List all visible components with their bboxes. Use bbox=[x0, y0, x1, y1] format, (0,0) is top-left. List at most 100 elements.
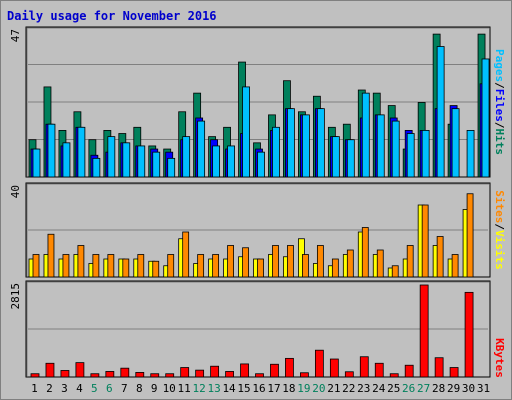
bar-kbytes-day-6 bbox=[105, 371, 115, 378]
bar-kbytes-day-16 bbox=[255, 373, 264, 378]
bar-kbytes-day-27 bbox=[419, 284, 429, 378]
bar-kbytes-day-22 bbox=[344, 371, 354, 378]
legend-files: Files bbox=[493, 89, 506, 122]
bar-pages-day-19 bbox=[302, 114, 310, 178]
x-tick-day-29: 29 bbox=[447, 382, 460, 395]
x-tick-day-19: 19 bbox=[297, 382, 310, 395]
x-tick-day-9: 9 bbox=[151, 382, 158, 395]
bar-sites-day-30 bbox=[466, 193, 474, 278]
bar-kbytes-day-18 bbox=[285, 357, 294, 378]
bar-kbytes-day-21 bbox=[329, 358, 339, 378]
x-tick-day-31: 31 bbox=[477, 382, 490, 395]
bar-pages-day-28 bbox=[436, 46, 445, 178]
legend-mid: Sites/Visits bbox=[493, 190, 506, 270]
legend-top: Pages/Files/Hits bbox=[493, 49, 506, 155]
bar-kbytes-day-1 bbox=[30, 373, 40, 378]
x-tick-day-28: 28 bbox=[432, 382, 445, 395]
bar-sites-day-9 bbox=[152, 260, 160, 278]
bar-pages-day-3 bbox=[62, 142, 71, 178]
bar-pages-day-22 bbox=[346, 139, 355, 178]
bar-sites-day-27 bbox=[421, 204, 429, 278]
chart-title: Daily usage for November 2016 bbox=[7, 9, 217, 23]
bar-pages-day-25 bbox=[391, 120, 400, 178]
bar-pages-day-30 bbox=[466, 130, 475, 178]
bar-sites-day-5 bbox=[92, 254, 100, 278]
legend-sep: / bbox=[493, 82, 506, 89]
bar-sites-day-17 bbox=[272, 245, 279, 278]
bar-sites-day-20 bbox=[316, 245, 324, 278]
bar-kbytes-day-12 bbox=[195, 369, 205, 378]
bar-pages-day-23 bbox=[361, 92, 370, 178]
x-tick-day-3: 3 bbox=[61, 382, 68, 395]
y-max-label-2: 40 bbox=[9, 185, 22, 198]
bar-sites-day-22 bbox=[346, 249, 354, 278]
bar-kbytes-day-13 bbox=[210, 365, 220, 378]
bar-pages-day-4 bbox=[77, 126, 86, 178]
bar-pages-day-13 bbox=[212, 145, 221, 178]
x-tick-day-11: 11 bbox=[178, 382, 191, 395]
x-tick-day-20: 20 bbox=[312, 382, 325, 395]
x-tick-day-15: 15 bbox=[237, 382, 250, 395]
bar-kbytes-day-10 bbox=[165, 373, 175, 378]
bar-pages-day-31 bbox=[481, 58, 490, 178]
bar-pages-day-24 bbox=[376, 114, 385, 178]
bar-pages-day-2 bbox=[47, 123, 56, 178]
bar-kbytes-day-9 bbox=[150, 373, 160, 378]
bar-kbytes-day-2 bbox=[45, 362, 55, 378]
bar-sites-day-24 bbox=[376, 249, 384, 278]
legend-sep: / bbox=[493, 122, 506, 129]
legend-bot: KBytes bbox=[493, 338, 506, 378]
legend-sep: / bbox=[493, 223, 506, 230]
bar-kbytes-day-4 bbox=[75, 362, 85, 378]
bar-pages-day-27 bbox=[421, 130, 430, 178]
y-max-label-1: 47 bbox=[9, 29, 22, 42]
x-tick-day-22: 22 bbox=[342, 382, 355, 395]
bar-sites-day-8 bbox=[137, 254, 145, 278]
bar-pages-day-7 bbox=[122, 142, 131, 178]
bar-sites-day-26 bbox=[406, 245, 414, 278]
bar-sites-day-1 bbox=[32, 254, 40, 278]
bar-sites-day-4 bbox=[77, 245, 85, 278]
bar-sites-day-14 bbox=[227, 245, 234, 278]
bar-kbytes-day-7 bbox=[120, 367, 130, 378]
x-tick-day-5: 5 bbox=[91, 382, 98, 395]
x-tick-day-6: 6 bbox=[106, 382, 113, 395]
legend-pages: Pages bbox=[493, 49, 506, 82]
legend-hits: Hits bbox=[493, 129, 506, 156]
x-tick-day-12: 12 bbox=[193, 382, 206, 395]
bar-pages-day-6 bbox=[107, 136, 116, 178]
x-tick-day-26: 26 bbox=[402, 382, 415, 395]
bar-pages-day-18 bbox=[287, 108, 295, 178]
bar-sites-day-28 bbox=[436, 236, 444, 278]
x-tick-day-30: 30 bbox=[462, 382, 475, 395]
x-tick-day-10: 10 bbox=[163, 382, 176, 395]
x-tick-day-2: 2 bbox=[46, 382, 53, 395]
x-tick-day-8: 8 bbox=[136, 382, 143, 395]
bar-kbytes-day-11 bbox=[180, 367, 190, 378]
bar-kbytes-day-30 bbox=[464, 291, 474, 378]
bar-kbytes-day-19 bbox=[300, 372, 309, 378]
bar-sites-day-2 bbox=[47, 233, 55, 278]
x-tick-day-18: 18 bbox=[282, 382, 295, 395]
bar-kbytes-day-23 bbox=[359, 356, 369, 378]
bar-sites-day-3 bbox=[62, 254, 70, 278]
x-tick-day-27: 27 bbox=[417, 382, 430, 395]
bar-sites-day-13 bbox=[212, 254, 220, 278]
bar-pages-day-9 bbox=[152, 151, 161, 178]
bar-kbytes-day-3 bbox=[60, 370, 70, 378]
x-tick-day-7: 7 bbox=[121, 382, 128, 395]
bar-pages-day-26 bbox=[406, 133, 415, 178]
bar-pages-day-21 bbox=[331, 136, 340, 178]
bar-kbytes-day-17 bbox=[270, 363, 279, 378]
bar-kbytes-day-29 bbox=[449, 367, 459, 378]
bar-sites-day-25 bbox=[391, 265, 399, 278]
bar-pages-day-10 bbox=[167, 157, 176, 178]
x-tick-day-21: 21 bbox=[327, 382, 340, 395]
x-tick-day-17: 17 bbox=[267, 382, 280, 395]
bar-pages-day-20 bbox=[316, 108, 325, 178]
bar-sites-day-7 bbox=[122, 258, 130, 278]
bar-kbytes-day-15 bbox=[240, 363, 249, 378]
legend-visits: Visits bbox=[493, 230, 506, 270]
bar-kbytes-day-24 bbox=[374, 362, 384, 378]
